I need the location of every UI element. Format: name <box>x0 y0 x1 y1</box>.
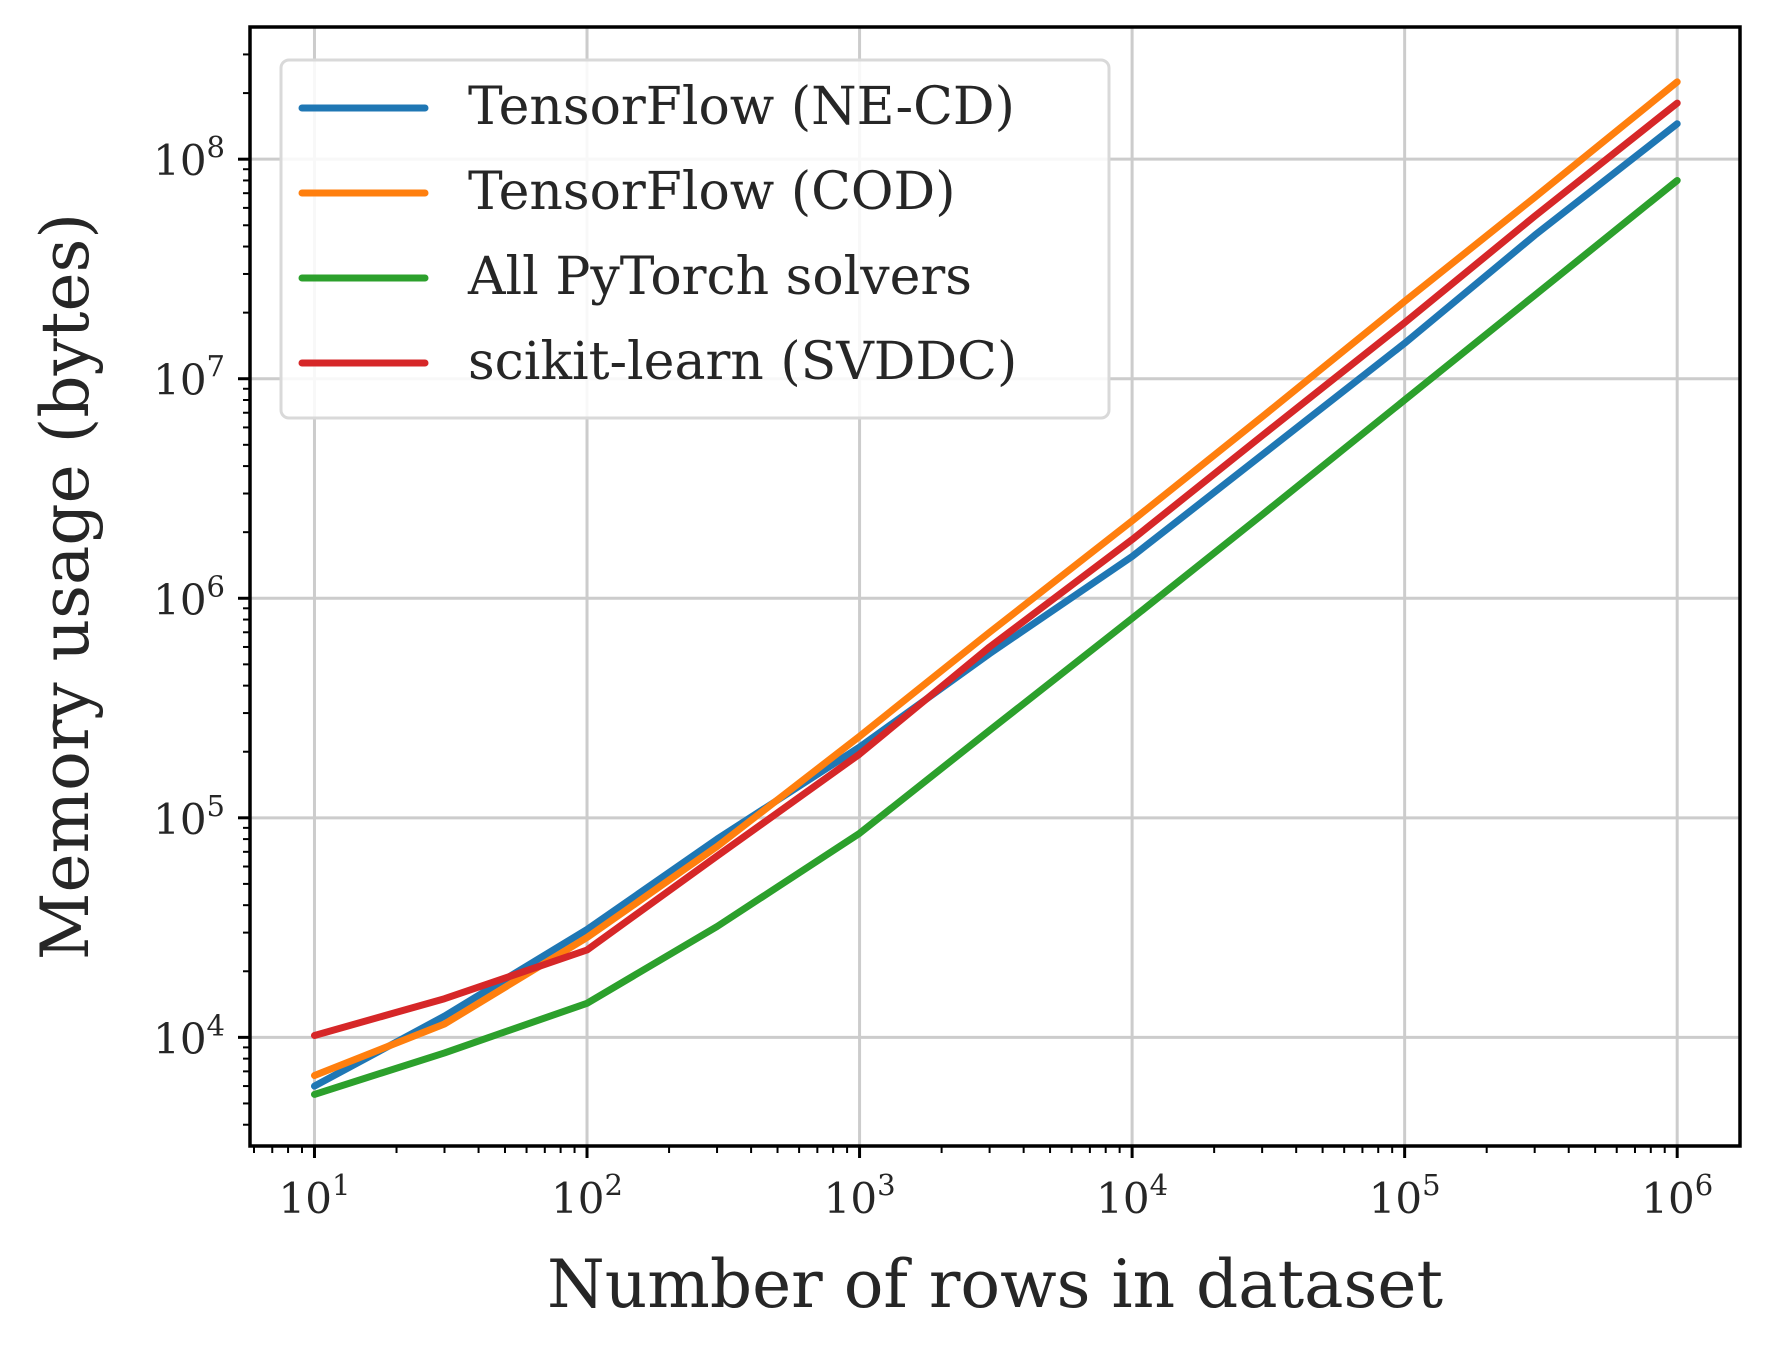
legend-label-0: TensorFlow (NE-CD) <box>468 77 1015 137</box>
y-tick-label-3: 107 <box>153 350 225 405</box>
y-tick-label-4: 108 <box>153 130 225 185</box>
series-line-2 <box>311 177 1681 1098</box>
series-line-0 <box>311 120 1681 1090</box>
x-tick-label-4: 105 <box>1369 1168 1441 1223</box>
y-axis-title: Memory usage (bytes) <box>27 213 104 960</box>
y-axis-ticks: 104 105 106 107 108 <box>153 130 250 1063</box>
x-axis-title: Number of rows in dataset <box>547 1246 1443 1323</box>
x-axis-ticks: 101 102 103 104 105 106 <box>279 1146 1713 1223</box>
x-tick-label-5: 106 <box>1641 1168 1713 1223</box>
series-line-3 <box>311 99 1681 1039</box>
x-tick-label-3: 104 <box>1096 1168 1168 1223</box>
series-lines <box>311 78 1681 1098</box>
x-tick-label-0: 101 <box>279 1168 351 1223</box>
y-tick-label-0: 104 <box>153 1008 225 1063</box>
y-tick-label-2: 106 <box>153 569 225 624</box>
x-tick-label-1: 102 <box>551 1168 623 1223</box>
x-tick-label-2: 103 <box>824 1168 896 1223</box>
legend: TensorFlow (NE-CD) TensorFlow (COD) All Py… <box>279 58 1111 420</box>
legend-label-1: TensorFlow (COD) <box>468 162 956 222</box>
legend-label-2: All PyTorch solvers <box>467 247 972 307</box>
legend-box <box>279 58 1111 420</box>
plot-frame <box>248 25 1742 1148</box>
legend-label-3: scikit-learn (SVDDC) <box>468 332 1017 392</box>
y-tick-label-1: 105 <box>153 789 225 844</box>
